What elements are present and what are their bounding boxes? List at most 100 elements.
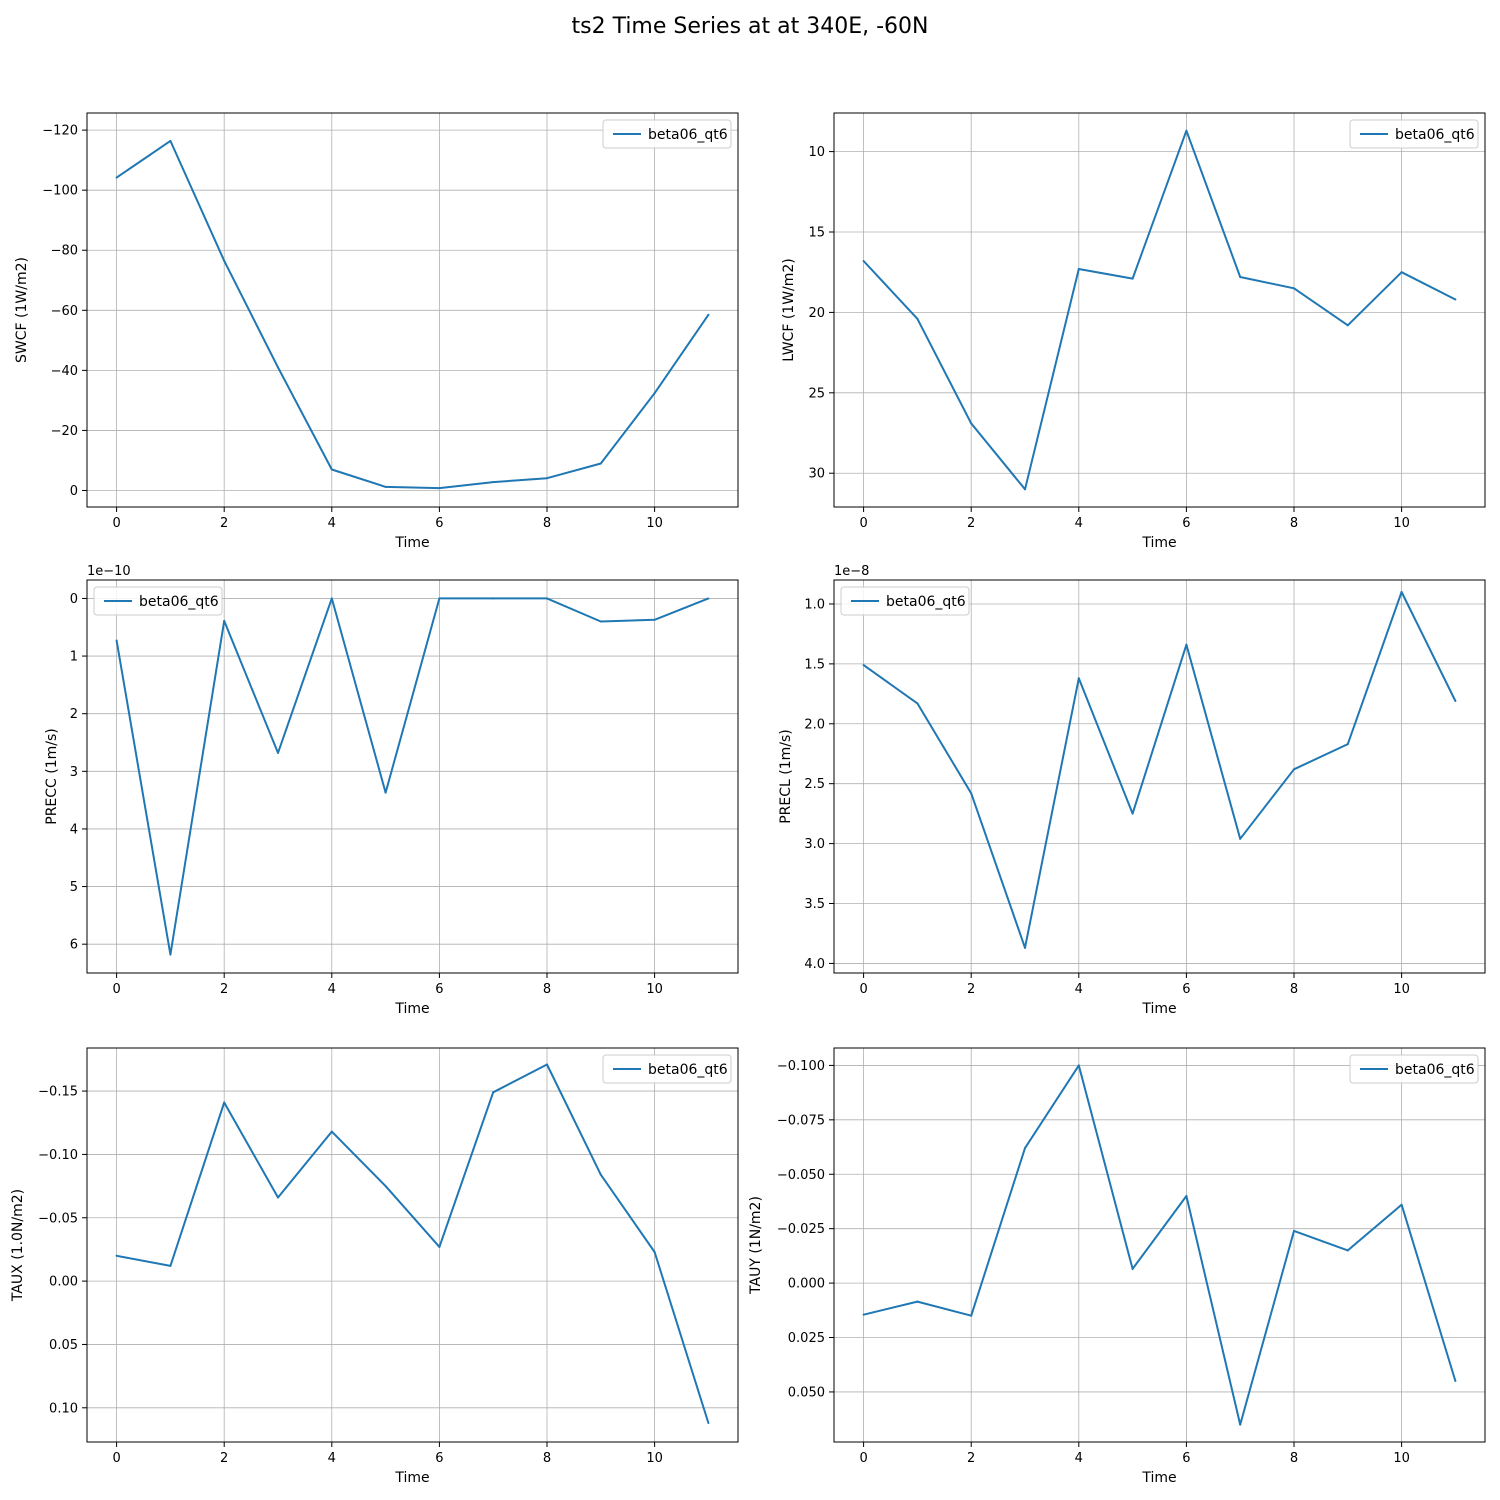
x-tick-label: 6 (435, 982, 443, 997)
y-tick-label: 30 (808, 467, 825, 482)
y-tick-label: 25 (808, 386, 825, 401)
data-point (1454, 700, 1457, 703)
data-point (169, 1264, 172, 1267)
data-point (169, 953, 172, 956)
y-tick-label: 20 (808, 306, 825, 321)
data-point (599, 462, 602, 465)
axes-frame (86, 1047, 739, 1443)
data-point (330, 468, 333, 471)
data-point (492, 481, 495, 484)
data-point (384, 1185, 387, 1188)
data-point (653, 618, 656, 621)
legend-box (840, 586, 970, 616)
x-tick-label: 8 (1290, 1451, 1298, 1466)
series-line-beta06_qt6 (863, 1064, 1457, 1426)
y-tick-label: 0.10 (49, 1401, 78, 1416)
y-axis-label: PRECL (1m/s) (778, 729, 794, 824)
data-point (1023, 946, 1026, 949)
x-tick-label: 4 (328, 982, 336, 997)
axis-multiplier: 1e−8 (834, 564, 869, 579)
x-tick-label: 4 (328, 516, 336, 531)
axes-frame (86, 112, 739, 508)
x-tick-label: 6 (1182, 516, 1190, 531)
data-point (1346, 743, 1349, 746)
x-tick-label: 2 (220, 516, 228, 531)
y-tick-label: −0.05 (38, 1211, 78, 1226)
x-tick-label: 4 (328, 1451, 336, 1466)
legend: beta06_qt6 (93, 586, 223, 616)
y-tick-label: 2.0 (804, 717, 825, 732)
legend-label: beta06_qt6 (1395, 127, 1475, 143)
legend: beta06_qt6 (840, 586, 970, 616)
y-tick-label: 3 (70, 765, 78, 780)
data-point (707, 313, 710, 316)
y-tick-label: 1.0 (804, 597, 825, 612)
y-tick-label: 3.5 (804, 897, 825, 912)
data-point (970, 1314, 973, 1317)
legend-box (602, 1054, 732, 1084)
data-point (1131, 277, 1134, 280)
x-axis-label: Time (394, 535, 429, 551)
y-axis-label: TAUX (1.0N/m2) (10, 1189, 26, 1302)
data-point (438, 1245, 441, 1248)
x-tick-label: 10 (646, 1451, 663, 1466)
data-point (1454, 298, 1457, 301)
data-point (223, 619, 226, 622)
data-point (1023, 488, 1026, 491)
y-tick-label: 15 (808, 226, 825, 241)
subplot-6: 0 2 4 6 8 10 −0.100 −0.075 −0.050 −0.025 0.000 0.02… (748, 1047, 1486, 1486)
y-tick-label: 1.5 (804, 657, 825, 672)
y-tick-label: −0.15 (38, 1085, 78, 1100)
y-axis-label: SWCF (1W/m2) (14, 257, 30, 363)
data-point (1131, 1267, 1134, 1270)
x-axis-label: Time (394, 1470, 429, 1486)
legend-label: beta06_qt6 (648, 127, 728, 143)
y-tick-label: 0 (70, 484, 78, 499)
data-point (1077, 1064, 1080, 1067)
data-point (115, 176, 118, 179)
x-tick-label: 8 (543, 516, 551, 531)
data-point (384, 791, 387, 794)
subplot-2: 0 2 4 6 8 10 10 15 20 25 30 Time LWCF (1W/m2) beta06_… (781, 112, 1486, 551)
legend-box (602, 119, 732, 149)
y-axis-label: PRECC (1m/s) (44, 728, 60, 825)
data-point (970, 792, 973, 795)
x-tick-label: 6 (1182, 982, 1190, 997)
x-tick-label: 0 (859, 1451, 867, 1466)
y-tick-label: −20 (51, 424, 78, 439)
y-tick-label: −0.100 (777, 1059, 825, 1074)
data-point (1293, 768, 1296, 771)
data-point (1077, 267, 1080, 270)
x-tick-label: 2 (967, 516, 975, 531)
data-point (169, 139, 172, 142)
data-point (1239, 1423, 1242, 1426)
data-point (384, 485, 387, 488)
y-tick-label: 0.05 (49, 1338, 78, 1353)
data-point (1400, 271, 1403, 274)
x-tick-label: 0 (112, 982, 120, 997)
legend-box (1349, 119, 1479, 149)
x-tick-label: 0 (112, 1451, 120, 1466)
data-point (276, 751, 279, 754)
data-point (916, 702, 919, 705)
y-tick-label: 5 (70, 880, 78, 895)
data-point (1131, 812, 1134, 815)
data-point (1400, 590, 1403, 593)
y-tick-label: −80 (51, 244, 78, 259)
y-tick-label: 2.5 (804, 777, 825, 792)
data-point (546, 477, 549, 480)
axes-frame (833, 1047, 1486, 1443)
y-tick-label: 4.0 (804, 957, 825, 972)
data-point (970, 422, 973, 425)
data-point (1239, 276, 1242, 279)
data-point (1293, 1229, 1296, 1232)
x-tick-label: 6 (435, 516, 443, 531)
x-tick-label: 4 (1075, 516, 1083, 531)
y-tick-label: −0.075 (777, 1113, 825, 1128)
x-tick-label: 2 (220, 982, 228, 997)
y-tick-label: −120 (42, 124, 78, 139)
y-tick-label: 0 (70, 592, 78, 607)
subplot-4: 0 2 4 6 8 10 1.0 1.5 2.0 2.5 3.0 3.5 4.0 Time PRECL (1… (778, 564, 1486, 1017)
series-line-beta06_qt6 (115, 597, 709, 956)
